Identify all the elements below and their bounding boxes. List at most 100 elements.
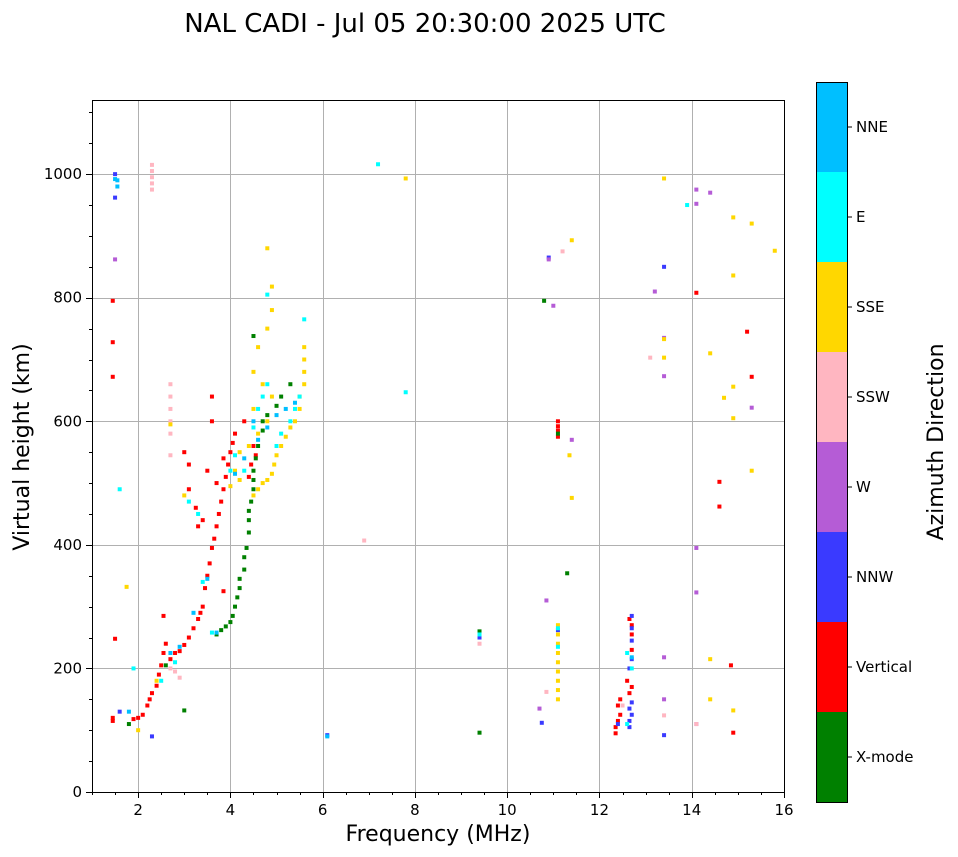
data-point-vertical [219,499,224,504]
data-point-vertical [618,697,623,702]
data-point-vertical [214,524,219,529]
data-point-vertical [149,691,154,696]
data-point-ssw [177,675,182,680]
data-point-ssw [149,181,154,186]
data-point-nne [251,419,256,424]
data-points [110,162,777,739]
data-point-nnw [615,722,620,727]
data-point-vertical [221,589,226,594]
data-point-vertical [629,623,634,628]
data-point-w [551,303,556,308]
data-point-nne [126,709,131,714]
data-point-x-mode [230,613,235,618]
data-point-ssw [648,355,653,360]
data-point-sse [555,678,560,683]
colorbar-label: X-mode [856,748,913,766]
data-point-sse [269,284,274,289]
data-point-sse [154,678,159,683]
data-point-vertical [214,481,219,486]
data-point-vertical [629,647,634,652]
data-point-sse [567,453,572,458]
data-point-sse [731,416,736,421]
data-point-vertical [200,518,205,523]
data-point-sse [256,487,261,492]
x-tick-label: 8 [410,801,420,819]
data-point-e [555,626,560,631]
data-point-vertical [728,663,733,668]
data-point-x-mode [242,555,247,560]
grid-lines [92,100,785,793]
data-point-x-mode [235,595,240,600]
y-tick-label: 1000 [44,165,82,183]
data-point-vertical [168,657,173,662]
data-point-sse [772,248,777,253]
data-point-sse [708,351,713,356]
data-point-nnw [629,638,634,643]
data-point-sse [265,246,270,251]
data-point-nnw [477,635,482,640]
data-point-nnw [629,613,634,618]
data-point-sse [182,493,187,498]
colorbar-label: W [856,478,871,496]
data-point-sse [555,623,560,628]
x-tick-label: 10 [498,801,517,819]
x-tick-label: 4 [226,801,236,819]
data-point-vertical [182,450,187,455]
data-point-sse [279,444,284,448]
data-point-vertical [198,610,203,615]
data-point-sse [302,357,307,362]
data-point-vertical [163,641,168,646]
data-point-vertical [627,617,632,621]
data-point-nne [629,655,634,660]
data-point-sse [722,395,727,400]
data-point-vertical [717,479,722,484]
data-point-w [749,405,754,410]
axis-ticks: 2 4 6 8 10 12 14 16 0 200 400 600 800 1000 [44,112,794,819]
data-point-sse [251,369,256,374]
data-point-x-mode [163,663,168,668]
data-point-vertical [216,511,221,516]
data-point-ssw [149,187,154,192]
data-point-e [131,666,136,671]
data-point-vertical [221,456,226,461]
data-point-vertical [145,703,150,708]
data-point-sse [274,453,279,458]
data-point-w [662,655,667,660]
data-point-vertical [223,474,228,479]
colorbar-segment [816,532,847,622]
colorbar: X-mode Vertical NNW W SSW SSE E NNE [816,82,913,803]
data-point-ssw [168,419,173,424]
data-point-vertical [205,573,210,578]
data-point-vertical [177,649,182,654]
data-point-vertical [233,431,238,436]
data-point-sse [555,697,560,702]
data-point-x-mode [265,413,270,418]
data-point-sse [260,382,265,387]
data-point-sse [302,345,307,350]
data-point-sse [269,394,274,399]
data-point-sse [302,369,307,374]
data-point-x-mode [555,431,560,436]
data-point-vertical [110,298,115,303]
x-tick-label: 6 [318,801,328,819]
data-point-sse [272,462,277,467]
data-point-nne [274,413,279,418]
data-point-e [173,660,178,665]
data-point-nnw [629,700,634,705]
data-point-vertical [173,650,178,655]
data-point-nne [205,576,210,581]
data-point-x-mode [260,419,265,424]
data-point-vertical [555,428,560,433]
data-point-x-mode [251,477,256,482]
data-point-x-mode [244,545,249,550]
data-point-w [537,706,542,711]
data-point-x-mode [249,499,254,504]
data-point-sse [228,484,233,489]
data-point-vertical [207,561,212,566]
data-point-vertical [156,672,161,677]
data-point-vertical [200,604,205,609]
data-point-vertical [221,487,226,492]
data-point-sse [302,382,307,387]
data-point-x-mode [246,508,251,513]
